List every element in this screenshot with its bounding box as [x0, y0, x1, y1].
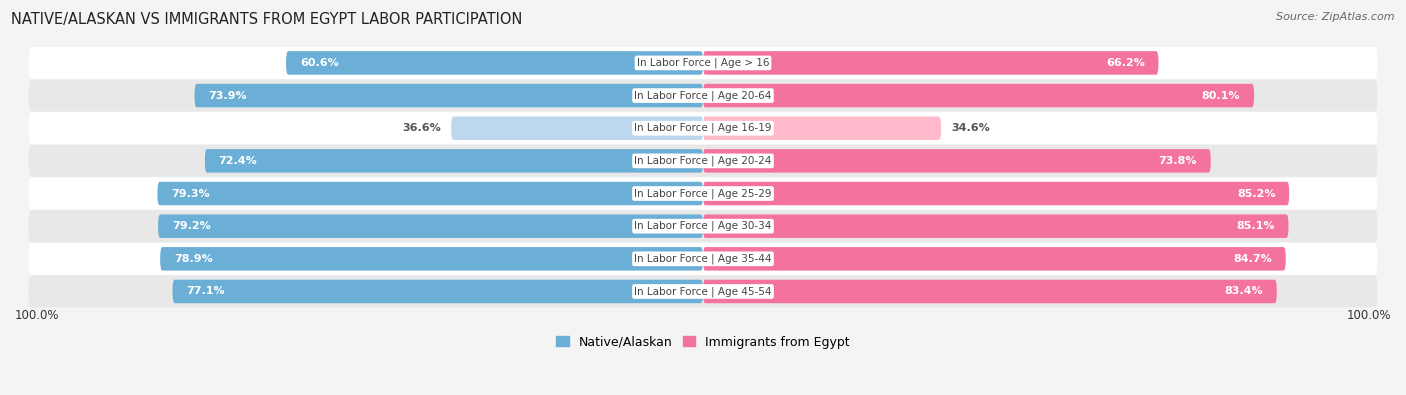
- Text: In Labor Force | Age > 16: In Labor Force | Age > 16: [637, 58, 769, 68]
- Text: 84.7%: 84.7%: [1233, 254, 1272, 264]
- Text: In Labor Force | Age 45-54: In Labor Force | Age 45-54: [634, 286, 772, 297]
- Text: 100.0%: 100.0%: [15, 309, 59, 322]
- Text: In Labor Force | Age 35-44: In Labor Force | Age 35-44: [634, 254, 772, 264]
- Text: 78.9%: 78.9%: [174, 254, 212, 264]
- FancyBboxPatch shape: [173, 280, 703, 303]
- FancyBboxPatch shape: [28, 47, 1378, 79]
- FancyBboxPatch shape: [28, 79, 1378, 111]
- Text: 77.1%: 77.1%: [187, 286, 225, 297]
- FancyBboxPatch shape: [28, 177, 1378, 209]
- FancyBboxPatch shape: [703, 117, 941, 140]
- Text: 83.4%: 83.4%: [1225, 286, 1263, 297]
- Text: 73.8%: 73.8%: [1159, 156, 1197, 166]
- Text: NATIVE/ALASKAN VS IMMIGRANTS FROM EGYPT LABOR PARTICIPATION: NATIVE/ALASKAN VS IMMIGRANTS FROM EGYPT …: [11, 12, 523, 27]
- Legend: Native/Alaskan, Immigrants from Egypt: Native/Alaskan, Immigrants from Egypt: [557, 336, 849, 348]
- FancyBboxPatch shape: [703, 149, 1211, 173]
- FancyBboxPatch shape: [703, 84, 1254, 107]
- Text: 60.6%: 60.6%: [299, 58, 339, 68]
- FancyBboxPatch shape: [703, 247, 1285, 271]
- Text: 85.2%: 85.2%: [1237, 188, 1275, 199]
- Text: In Labor Force | Age 20-24: In Labor Force | Age 20-24: [634, 156, 772, 166]
- Text: 79.2%: 79.2%: [172, 221, 211, 231]
- FancyBboxPatch shape: [157, 182, 703, 205]
- Text: 66.2%: 66.2%: [1107, 58, 1144, 68]
- FancyBboxPatch shape: [160, 247, 703, 271]
- FancyBboxPatch shape: [205, 149, 703, 173]
- FancyBboxPatch shape: [28, 210, 1378, 242]
- FancyBboxPatch shape: [157, 214, 703, 238]
- Text: 73.9%: 73.9%: [208, 90, 247, 101]
- FancyBboxPatch shape: [28, 243, 1378, 275]
- FancyBboxPatch shape: [703, 182, 1289, 205]
- Text: 72.4%: 72.4%: [219, 156, 257, 166]
- Text: Source: ZipAtlas.com: Source: ZipAtlas.com: [1277, 12, 1395, 22]
- FancyBboxPatch shape: [28, 112, 1378, 144]
- Text: In Labor Force | Age 20-64: In Labor Force | Age 20-64: [634, 90, 772, 101]
- Text: 79.3%: 79.3%: [172, 188, 209, 199]
- Text: In Labor Force | Age 30-34: In Labor Force | Age 30-34: [634, 221, 772, 231]
- Text: 80.1%: 80.1%: [1202, 90, 1240, 101]
- FancyBboxPatch shape: [703, 280, 1277, 303]
- FancyBboxPatch shape: [28, 275, 1378, 307]
- FancyBboxPatch shape: [28, 145, 1378, 177]
- FancyBboxPatch shape: [285, 51, 703, 75]
- Text: In Labor Force | Age 16-19: In Labor Force | Age 16-19: [634, 123, 772, 134]
- Text: 85.1%: 85.1%: [1236, 221, 1275, 231]
- Text: In Labor Force | Age 25-29: In Labor Force | Age 25-29: [634, 188, 772, 199]
- FancyBboxPatch shape: [703, 214, 1288, 238]
- FancyBboxPatch shape: [703, 51, 1159, 75]
- FancyBboxPatch shape: [451, 117, 703, 140]
- Text: 100.0%: 100.0%: [1347, 309, 1391, 322]
- FancyBboxPatch shape: [194, 84, 703, 107]
- Text: 36.6%: 36.6%: [402, 123, 441, 133]
- Text: 34.6%: 34.6%: [952, 123, 990, 133]
